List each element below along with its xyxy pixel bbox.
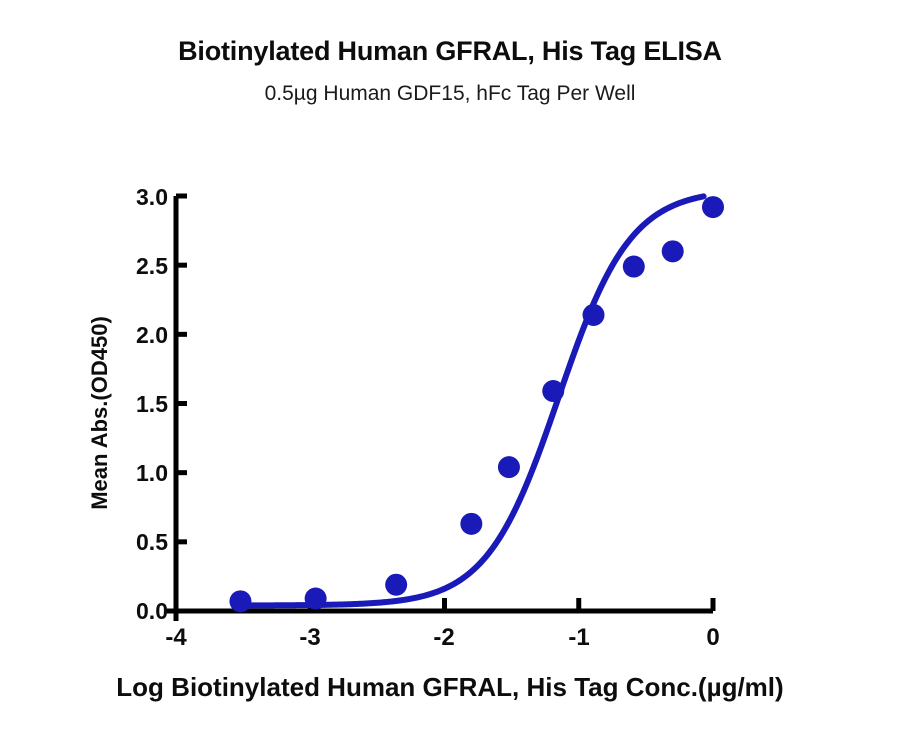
chart-subtitle: 0.5µg Human GDF15, hFc Tag Per Well	[264, 82, 636, 105]
data-point	[460, 512, 483, 535]
data-point	[622, 255, 645, 278]
x-axis-ticks	[173, 598, 716, 621]
data-point	[661, 240, 684, 263]
y-tick-label-1-5: 1.5	[136, 391, 168, 417]
x-tick-label-0: 0	[706, 624, 720, 651]
y-tick-label-2-5: 2.5	[136, 253, 168, 279]
data-point	[304, 587, 327, 610]
x-tick-label-minus1: -1	[568, 624, 590, 651]
y-tick-label-0-0: 0.0	[136, 598, 168, 624]
data-point	[702, 196, 724, 219]
y-tick-label-2-0: 2.0	[136, 322, 168, 348]
data-point	[542, 380, 565, 403]
data-point	[229, 590, 252, 613]
data-point	[385, 573, 408, 596]
x-tick-label-minus3: -3	[299, 624, 321, 651]
y-tick-label-0-5: 0.5	[136, 529, 168, 555]
x-axis-title: Log Biotinylated Human GFRAL, His Tag Co…	[116, 672, 784, 702]
chart-title: Biotinylated Human GFRAL, His Tag ELISA	[178, 36, 722, 66]
y-tick-label-1-0: 1.0	[136, 460, 168, 486]
data-point-group	[229, 196, 724, 613]
data-point	[582, 303, 605, 326]
y-tick-label-3-0: 3.0	[136, 184, 168, 210]
x-tick-label-minus2: -2	[433, 624, 455, 651]
data-point	[497, 456, 520, 479]
x-tick-label-minus4: -4	[165, 624, 187, 651]
